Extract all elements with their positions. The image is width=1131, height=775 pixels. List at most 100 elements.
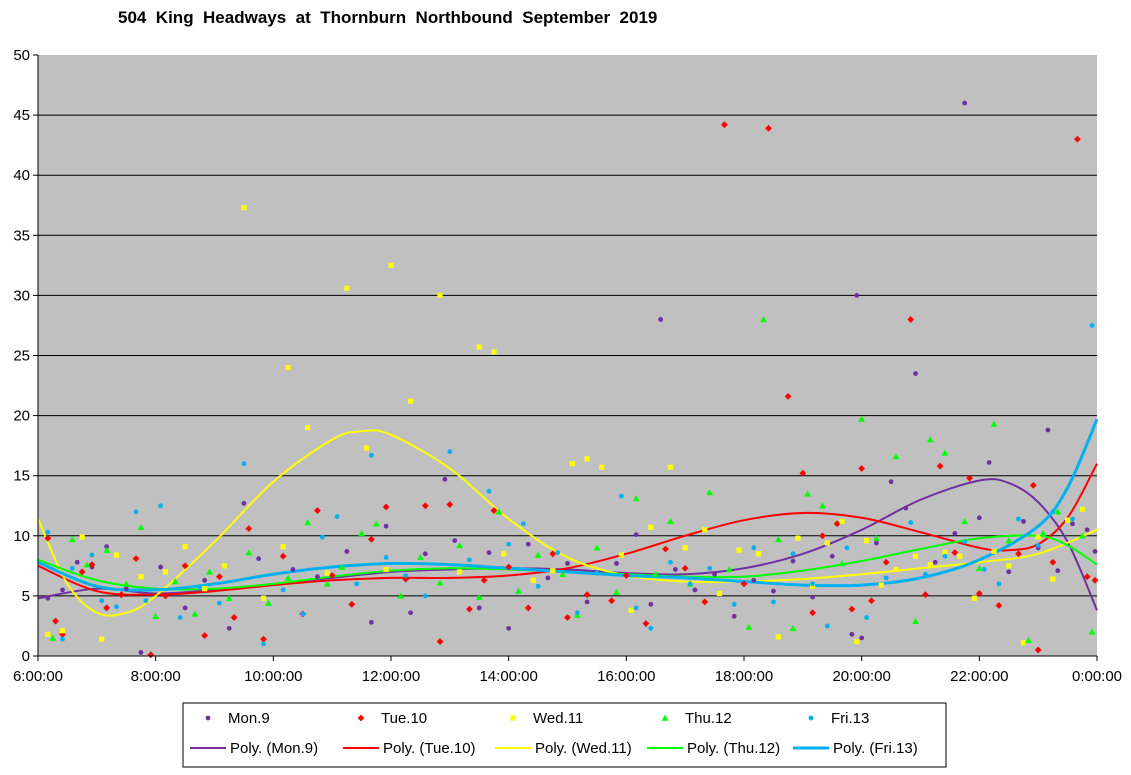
data-point [731,601,737,607]
data-point [932,559,938,565]
data-point [1006,569,1012,575]
data-point [182,544,188,550]
data-point [912,617,919,624]
series-3 [49,316,1096,644]
legend: Mon.9 Tue.10 Wed.11 Thu.12 Fri.13 Poly. (Mon.… [182,702,947,768]
data-point [858,415,866,422]
data-point [245,525,253,532]
data-point [907,316,915,323]
data-point [613,588,620,596]
data-point [662,545,669,553]
x-tick-label: 0:00:00 [1072,668,1122,685]
data-point [991,548,997,555]
data-point [506,625,512,631]
data-point [736,547,742,553]
data-point [936,462,944,470]
y-tick-label: 5 [22,588,30,605]
data-point [1055,568,1061,574]
data-point [883,575,889,581]
data-point [1029,481,1037,489]
data-point [888,479,894,485]
data-point [314,507,321,514]
data-point [324,570,330,576]
data-point [712,571,717,577]
data-point [138,574,144,580]
data-point [872,534,880,541]
x-axis-ticks: 6:00:00 8:00:00 10:00:00 12:00:00 14:00:00 16… [13,656,1122,685]
data-point [745,623,753,630]
data-point [1089,323,1095,328]
legend-label: Wed.11 [533,710,583,727]
data-point [486,550,492,556]
data-point [986,460,992,465]
data-point [622,572,630,579]
data-point [476,605,482,611]
x-tick-label: 18:00:00 [715,668,773,685]
data-point [417,554,424,561]
data-point [771,599,776,605]
data-point [618,552,625,558]
data-point [819,532,826,540]
data-point [226,625,232,631]
data-point [926,436,934,443]
data-point [382,503,390,511]
data-point [833,520,841,528]
data-point [912,553,919,559]
data-point [628,607,634,613]
data-point [403,573,409,578]
data-point [99,636,105,642]
data-point [633,605,639,611]
data-point [1016,516,1021,522]
data-point [672,567,678,572]
data-point [137,523,145,531]
x-tick-label: 12:00:00 [362,668,420,685]
data-point [45,595,51,601]
data-point [608,597,616,605]
data-point [1024,636,1032,644]
data-point [716,590,723,597]
data-point [89,552,95,558]
data-point [1035,543,1041,548]
legend-marker [205,715,211,721]
data-point [854,293,860,298]
y-tick-label: 40 [13,167,30,184]
data-point [162,592,169,600]
data-point [1064,517,1071,523]
data-point [942,553,948,559]
data-point [927,562,933,568]
data-point [599,464,605,470]
data-point [525,541,531,547]
data-point [848,605,856,613]
data-point [1088,628,1096,635]
legend-box [182,702,947,768]
data-point [878,582,884,588]
data-point [241,461,247,467]
legend-marker [661,714,669,721]
data-point [515,587,522,594]
data-point [152,612,160,620]
data-point [549,550,557,558]
data-point [565,561,570,566]
data-point [594,570,600,576]
data-point [162,569,169,575]
data-point [501,551,507,557]
data-point [873,540,879,546]
data-point [344,549,350,554]
data-point [402,575,410,583]
data-point [584,599,590,605]
y-tick-label: 45 [13,107,30,124]
data-point [707,565,713,571]
data-point [123,586,129,592]
data-point [113,552,120,558]
data-point [344,285,350,291]
x-tick-label: 20:00:00 [832,668,890,685]
data-point [241,500,247,506]
data-point [962,539,968,545]
x-tick-label: 10:00:00 [244,668,302,685]
data-point [1091,576,1099,584]
data-point [976,515,982,521]
data-point [452,538,458,544]
data-point [951,549,959,557]
data-point [133,509,139,515]
data-point [457,569,463,575]
